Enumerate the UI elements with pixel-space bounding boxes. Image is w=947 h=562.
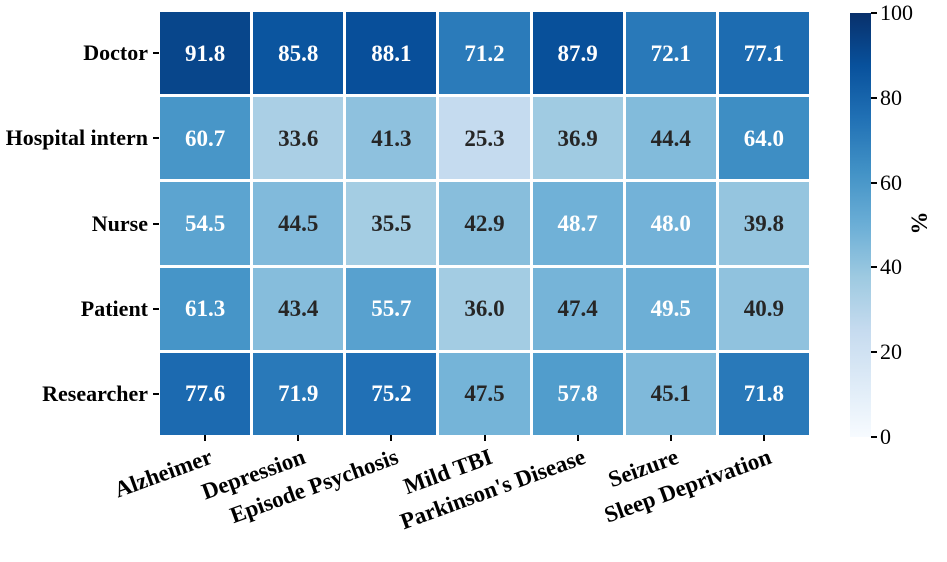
heatmap-cell: 43.4 [253,267,344,350]
heatmap-cell: 64.0 [718,97,809,180]
heatmap-cell: 61.3 [160,267,251,350]
y-tick-label: Researcher [42,380,148,406]
heatmap-cell: 87.9 [532,12,623,95]
x-tick-mark [483,435,486,441]
heatmap-cell: 55.7 [346,267,437,350]
heatmap-cell: 71.9 [253,352,344,435]
heatmap-cell: 39.8 [718,182,809,265]
heatmap-cell: 42.9 [439,182,530,265]
heatmap-cell: 48.7 [532,182,623,265]
y-tick-mark [153,137,159,140]
colorbar-tick-label: 60 [880,169,902,195]
colorbar-tick-label: 80 [880,84,902,110]
heatmap-cell: 54.5 [160,182,251,265]
heatmap-cell: 77.6 [160,352,251,435]
y-tick-mark [153,307,159,310]
heatmap-cell: 71.8 [718,352,809,435]
colorbar-tick-mark [871,12,877,14]
heatmap-cell: 71.2 [439,12,530,95]
heatmap-cell: 57.8 [532,352,623,435]
heatmap-cell: 25.3 [439,97,530,180]
x-tick-mark [762,435,765,441]
heatmap-cell: 47.5 [439,352,530,435]
heatmap-cell: 85.8 [253,12,344,95]
y-tick-label: Doctor [83,40,148,66]
x-tick-mark [297,435,300,441]
y-tick-mark [153,52,159,55]
colorbar-tick-label: 100 [880,0,913,25]
heatmap-cell: 41.3 [346,97,437,180]
colorbar-tick-mark [871,266,877,269]
x-tick-mark [669,435,672,441]
colorbar-tick-label: 20 [880,339,902,365]
heatmap-cell: 91.8 [160,12,251,95]
colorbar-tick-mark [871,96,877,99]
colorbar-tick-label: 40 [880,254,902,280]
heatmap-cell: 44.5 [253,182,344,265]
y-tick-label: Hospital intern [5,125,148,151]
colorbar-tick-mark [871,436,877,438]
heatmap-cell: 77.1 [718,12,809,95]
heatmap-cell: 72.1 [625,12,716,95]
heatmap-cell: 44.4 [625,97,716,180]
heatmap-cell: 48.0 [625,182,716,265]
x-tick-mark [390,435,393,441]
heatmap-grid: 91.8 85.8 88.1 71.2 87.9 72.1 77.1 60.7 33.6 41.3… [160,12,809,435]
y-tick-mark [153,392,159,395]
heatmap-cell: 33.6 [253,97,344,180]
colorbar-tick-mark [871,181,877,184]
x-tick-mark [204,435,207,441]
y-tick-label: Nurse [91,210,148,236]
heatmap-cell: 36.9 [532,97,623,180]
heatmap-cell: 49.5 [625,267,716,350]
heatmap-cell: 40.9 [718,267,809,350]
colorbar-tick-label: 0 [880,424,891,449]
x-tick-mark [576,435,579,441]
heatmap-cell: 60.7 [160,97,251,180]
heatmap-cell: 88.1 [346,12,437,95]
colorbar-gradient [850,13,871,437]
heatmap-cell: 45.1 [625,352,716,435]
heatmap-cell: 35.5 [346,182,437,265]
colorbar-tick-mark [871,351,877,354]
heatmap-cell: 75.2 [346,352,437,435]
y-tick-mark [153,222,159,225]
heatmap-cell: 47.4 [532,267,623,350]
colorbar-axis-label: % [907,211,932,235]
y-tick-label: Patient [80,295,148,321]
heatmap-cell: 36.0 [439,267,530,350]
